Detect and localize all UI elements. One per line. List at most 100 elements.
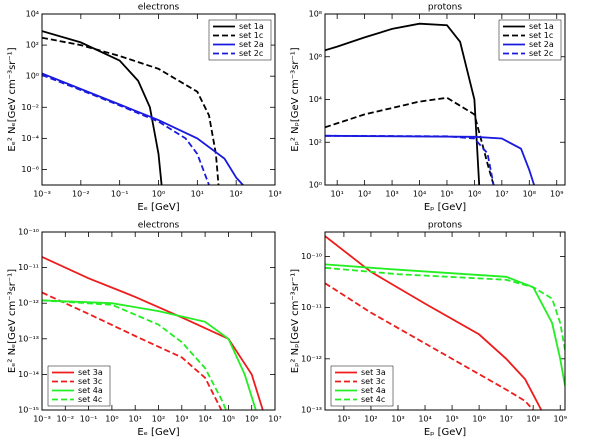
legend-label: set 1a [529, 22, 554, 31]
legend-label: set 3c [78, 377, 102, 386]
series-line [325, 282, 534, 410]
y-tick-label: 10⁴ [309, 95, 322, 104]
legend-label: set 4a [78, 386, 103, 395]
x-tick-label: 10² [364, 415, 377, 424]
x-tick-label: 10¹ [191, 190, 204, 199]
y-tick-label: 10⁻¹⁴ [18, 370, 39, 379]
y-tick-label: 10⁰ [26, 72, 39, 81]
y-tick-label: 10⁻¹³ [301, 406, 322, 415]
x-tick-label: 10⁰ [105, 415, 118, 424]
plot-lines [42, 30, 244, 185]
x-tick-label: 10⁰ [152, 190, 165, 199]
legend-label: set 4c [78, 395, 102, 404]
legend-label: set 1c [239, 31, 263, 40]
x-tick-label: 10² [229, 190, 242, 199]
series-line [42, 299, 257, 410]
panel-title: protons [428, 3, 462, 13]
x-tick-label: 10⁴ [413, 190, 426, 199]
series-line [325, 22, 481, 185]
x-tick-label: 10⁻³ [33, 190, 51, 199]
x-tick-label: 10⁵ [222, 415, 235, 424]
x-tick-label: 10⁹ [550, 190, 563, 199]
y-axis-label: Eₑ² Nₑ[GeV cm⁻³sr⁻¹] [7, 269, 18, 373]
y-tick-label: 10⁻¹² [18, 299, 39, 308]
x-tick-label: 10³ [268, 190, 281, 199]
x-tick-label: 10³ [391, 415, 404, 424]
x-tick-label: 10⁹ [554, 415, 567, 424]
legend-label: set 2c [529, 49, 553, 58]
x-tick-label: 10⁶ [245, 415, 258, 424]
x-tick-label: 10⁸ [523, 190, 536, 199]
y-tick-label: 10⁻¹² [301, 354, 322, 363]
y-tick-label: 10⁻¹⁵ [18, 406, 39, 415]
y-tick-label: 10⁻¹¹ [301, 303, 322, 312]
x-tick-label: 10⁷ [495, 190, 508, 199]
series-line [42, 74, 210, 185]
y-tick-label: 10⁴ [26, 10, 39, 19]
series-line [325, 134, 535, 185]
legend-label: set 2c [239, 49, 263, 58]
x-tick-label: 10⁴ [418, 415, 431, 424]
x-tick-label: 10² [152, 415, 165, 424]
series-line [42, 72, 244, 185]
panel-title: protons [428, 221, 462, 231]
legend-label: set 3c [361, 377, 385, 386]
x-tick-label: 10³ [385, 190, 398, 199]
y-tick-label: 10⁶ [309, 52, 322, 61]
x-tick-label: 10⁷ [499, 415, 512, 424]
x-tick-label: 10⁵ [440, 190, 453, 199]
series-line [325, 235, 543, 410]
y-tick-label: 10⁻² [21, 103, 39, 112]
y-tick-label: 10⁻⁴ [21, 134, 39, 143]
y-axis-label: Eₚ² Nₚ[GeV cm⁻³sr⁻¹] [290, 47, 301, 152]
y-tick-label: 10⁻¹⁰ [301, 252, 322, 261]
series-line [42, 299, 227, 410]
x-tick-label: 10⁷ [268, 415, 281, 424]
legend-label: set 2a [239, 40, 264, 49]
y-axis-label: Eₚ² Nₚ[GeV cm⁻³sr⁻¹] [290, 269, 301, 374]
plot-frame [41, 231, 276, 411]
x-tick-label: 10⁻³ [33, 415, 51, 424]
panel-title: electrons [138, 3, 180, 13]
y-tick-label: 10⁻¹¹ [18, 263, 39, 272]
y-tick-label: 10⁻¹³ [18, 334, 39, 343]
x-tick-label: 10⁻² [56, 415, 74, 424]
series-line [325, 266, 565, 350]
series-line [42, 291, 223, 410]
x-tick-label: 10¹ [330, 190, 343, 199]
plot-frame [324, 231, 566, 411]
series-line [42, 256, 264, 410]
plot-frame [324, 13, 566, 186]
x-tick-label: 10³ [175, 415, 188, 424]
x-tick-label: 10⁻² [72, 190, 90, 199]
y-tick-label: 10² [26, 41, 39, 50]
x-tick-label: 10² [358, 190, 371, 199]
series-line [42, 30, 163, 185]
x-tick-label: 10⁶ [472, 415, 485, 424]
x-tick-label: 10⁵ [445, 415, 458, 424]
x-axis-label: Eₑ [GeV] [137, 202, 179, 213]
y-tick-label: 10⁰ [309, 181, 322, 190]
x-axis-label: Eₚ [GeV] [424, 427, 466, 438]
x-tick-label: 10⁶ [468, 190, 481, 199]
y-axis-label: Eₑ² Nₑ[GeV cm⁻³sr⁻¹] [7, 47, 18, 151]
x-tick-label: 10¹ [129, 415, 142, 424]
x-tick-label: 10⁸ [527, 415, 540, 424]
series-line [42, 36, 220, 185]
legend-label: set 4a [361, 386, 386, 395]
x-tick-label: 10⁻¹ [111, 190, 129, 199]
series-line [325, 96, 495, 185]
series-line [325, 134, 495, 185]
x-tick-label: 10¹ [337, 415, 350, 424]
legend-label: set 3a [361, 368, 386, 377]
x-axis-label: Eₚ [GeV] [424, 202, 466, 213]
y-tick-label: 10² [309, 138, 322, 147]
panel-title: electrons [138, 221, 180, 231]
plot-lines [42, 256, 264, 410]
x-tick-label: 10⁴ [198, 415, 211, 424]
legend-label: set 4c [361, 395, 385, 404]
plot-lines [325, 22, 535, 185]
legend-label: set 3a [78, 368, 103, 377]
legend-box [330, 365, 394, 407]
